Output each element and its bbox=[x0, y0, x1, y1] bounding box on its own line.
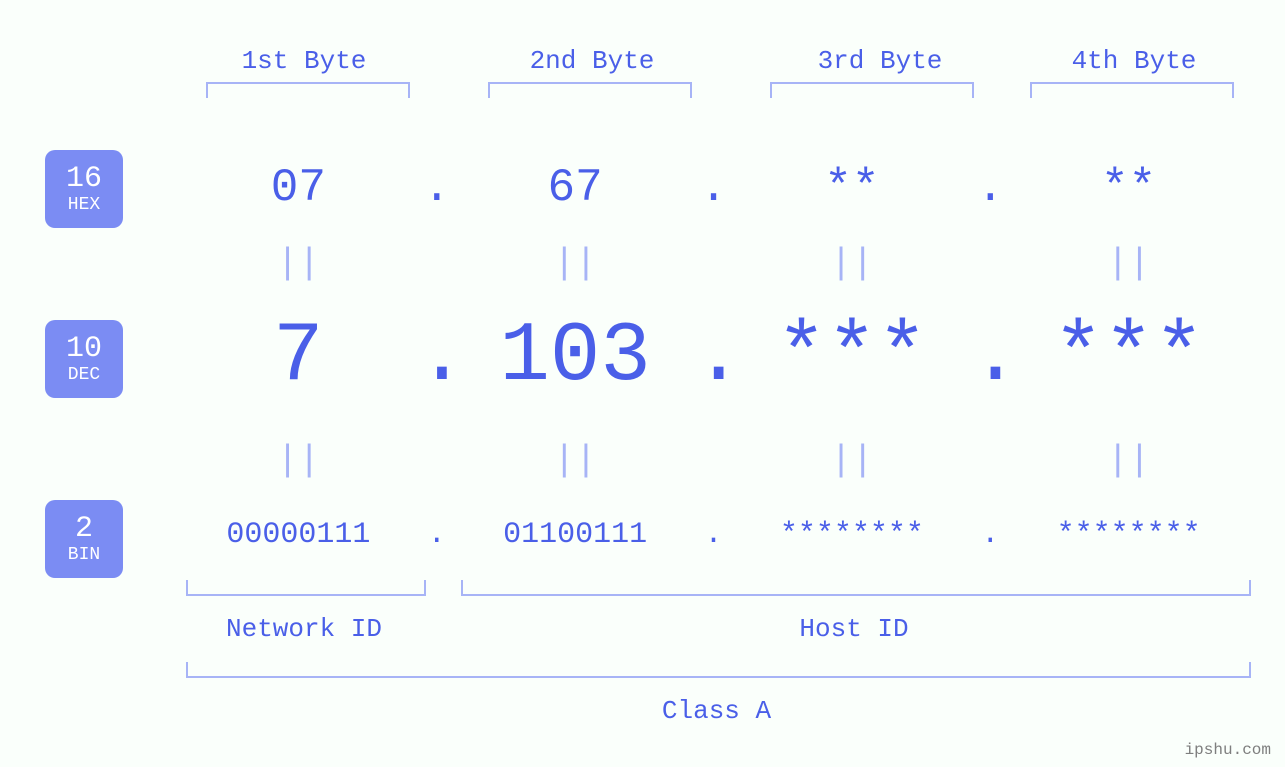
hex-byte-4: ** bbox=[1010, 162, 1247, 214]
bracket-top-2 bbox=[488, 82, 692, 98]
label-host-id: Host ID bbox=[461, 614, 1247, 644]
watermark: ipshu.com bbox=[1185, 741, 1271, 759]
badge-bin-num: 2 bbox=[75, 513, 93, 546]
badge-dec: 10 DEC bbox=[45, 320, 123, 398]
equals-icon: || bbox=[734, 243, 971, 284]
dot-icon: . bbox=[417, 162, 457, 214]
dec-byte-1: 7 bbox=[180, 310, 417, 405]
badge-bin: 2 BIN bbox=[45, 500, 123, 578]
dot-icon: . bbox=[694, 310, 734, 405]
hex-byte-3: ** bbox=[734, 162, 971, 214]
badge-dec-abbr: DEC bbox=[68, 366, 100, 386]
badge-hex: 16 HEX bbox=[45, 150, 123, 228]
dot-icon: . bbox=[970, 162, 1010, 214]
equals-icon: || bbox=[457, 243, 694, 284]
dot-icon: . bbox=[970, 310, 1010, 405]
hex-byte-1: 07 bbox=[180, 162, 417, 214]
hex-row: 07 . 67 . ** . ** bbox=[180, 162, 1247, 214]
bin-row: 00000111 . 01100111 . ******** . *******… bbox=[180, 518, 1247, 552]
badge-hex-num: 16 bbox=[66, 163, 102, 196]
bracket-top-4 bbox=[1030, 82, 1234, 98]
equals-row-1: || . || . || . || bbox=[180, 243, 1247, 284]
equals-icon: || bbox=[180, 243, 417, 284]
dec-byte-2: 103 bbox=[457, 310, 694, 405]
bracket-top-3 bbox=[770, 82, 974, 98]
bin-byte-3: ******** bbox=[734, 518, 971, 552]
badge-hex-abbr: HEX bbox=[68, 196, 100, 216]
byte-header-4: 4th Byte bbox=[1020, 46, 1248, 76]
dot-icon: . bbox=[694, 162, 734, 214]
label-class: Class A bbox=[186, 696, 1247, 726]
equals-row-2: || . || . || . || bbox=[180, 440, 1247, 481]
equals-icon: || bbox=[1010, 440, 1247, 481]
dot-icon: . bbox=[417, 518, 457, 552]
equals-icon: || bbox=[734, 440, 971, 481]
bin-byte-4: ******** bbox=[1010, 518, 1247, 552]
byte-header-3: 3rd Byte bbox=[756, 46, 1004, 76]
dot-icon: . bbox=[970, 518, 1010, 552]
badge-dec-num: 10 bbox=[66, 333, 102, 366]
badge-bin-abbr: BIN bbox=[68, 546, 100, 566]
bracket-top-1 bbox=[206, 82, 410, 98]
equals-icon: || bbox=[1010, 243, 1247, 284]
dot-icon: . bbox=[417, 310, 457, 405]
byte-header-1: 1st Byte bbox=[180, 46, 428, 76]
dec-byte-3: *** bbox=[734, 310, 971, 405]
bracket-class bbox=[186, 662, 1251, 678]
dec-byte-4: *** bbox=[1010, 310, 1247, 405]
equals-icon: || bbox=[180, 440, 417, 481]
bracket-host-id bbox=[461, 580, 1251, 596]
equals-icon: || bbox=[457, 440, 694, 481]
bin-byte-1: 00000111 bbox=[180, 518, 417, 552]
hex-byte-2: 67 bbox=[457, 162, 694, 214]
bracket-network-id bbox=[186, 580, 426, 596]
dot-icon: . bbox=[694, 518, 734, 552]
label-network-id: Network ID bbox=[186, 614, 422, 644]
dec-row: 7 . 103 . *** . *** bbox=[180, 310, 1247, 405]
byte-header-2: 2nd Byte bbox=[468, 46, 716, 76]
bin-byte-2: 01100111 bbox=[457, 518, 694, 552]
